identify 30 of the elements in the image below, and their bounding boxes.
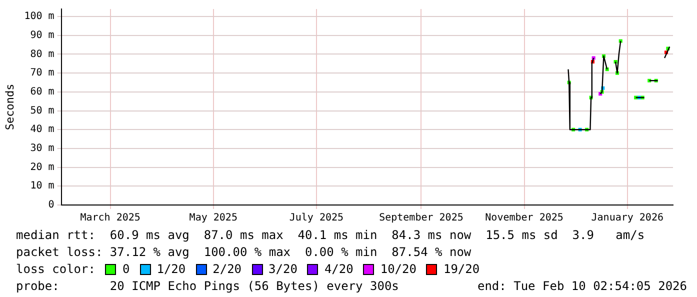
y-tick-label: 30 m [30,143,54,154]
x-tick-label: November 2025 [485,212,564,224]
legend-label: 0 [122,261,130,278]
y-tick-label: 10 m [30,180,54,192]
y-tick-label: 90 m [30,30,54,41]
legend-label: 19/20 [443,261,480,278]
legend-label: 2/20 [212,261,242,278]
x-tick-label: May 2025 [189,212,238,224]
y-axis-title: Seconds [3,84,16,130]
legend-label: 1/20 [156,261,186,278]
y-tick-label: 100 m [24,11,54,22]
text: packet loss: 37.12 % avg 100.00 % max 0.00 % min 87.54 % now [15,244,472,261]
legend-title: loss color: [16,261,96,278]
legend-label: 10/20 [380,261,416,278]
x-tick-label: July 2025 [289,212,344,224]
y-tick-label: 70 m [30,68,54,79]
y-tick-label: 50 m [30,105,54,116]
x-tick-label: September 2025 [379,212,464,224]
legend-label: 3/20 [268,261,298,278]
text: end: Tue Feb 10 02:54:05 2026 [477,278,687,295]
y-tick-label: 80 m [30,48,54,60]
text: median rtt: 60.9 ms avg 87.0 ms max 40.1 ms min 84.3 ms now 15.5 ms sd 3.9 am/s [15,227,646,244]
y-tick-label: 0 [48,200,54,211]
y-tick-label: 60 m [30,86,54,98]
y-tick-label: 40 m [30,124,54,136]
x-tick-label: January 2026 [591,212,664,224]
x-tick-label: March 2025 [80,212,140,224]
legend-label: 4/20 [324,261,354,278]
text: probe: 20 ICMP Echo Pings (56 Bytes) every 300s [16,278,399,295]
y-tick-label: 20 m [30,162,54,173]
